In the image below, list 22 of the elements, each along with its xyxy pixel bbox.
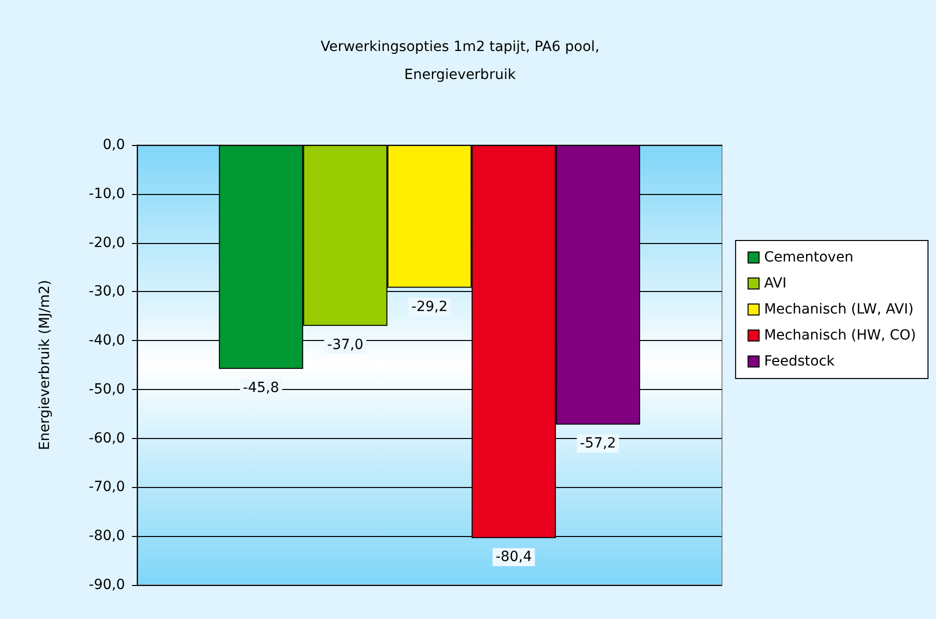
- chart-title: Verwerkingsopties 1m2 tapijt, PA6 pool, Energieverbruik: [320, 39, 600, 83]
- data-label: -57,2: [580, 436, 616, 452]
- y-tick-label: -10,0: [88, 186, 125, 202]
- data-label: -29,2: [411, 298, 448, 315]
- legend-label: Mechanisch (HW, CO): [764, 328, 916, 344]
- legend-label: AVI: [764, 276, 786, 292]
- legend-label: Mechanisch (LW, AVI): [764, 302, 914, 318]
- data-label: -80,4: [496, 549, 532, 566]
- y-axis-title: Energieverbruik (MJ/m2): [37, 280, 53, 450]
- data-label: -45,8: [242, 380, 280, 396]
- y-tick-label: 0,0: [102, 137, 125, 153]
- y-tick-label: -70,0: [88, 479, 125, 496]
- legend-label: Feedstock: [764, 354, 836, 370]
- data-label: -37,0: [327, 336, 364, 353]
- y-tick-label: -50,0: [88, 381, 125, 398]
- legend-label: Cementoven: [764, 250, 854, 266]
- y-tick-label: -30,0: [88, 284, 125, 300]
- y-tick-label: -60,0: [88, 430, 125, 446]
- y-tick-label: -20,0: [88, 234, 125, 251]
- y-tick-label: -40,0: [88, 332, 125, 349]
- y-tick-label: -80,0: [88, 528, 125, 544]
- y-tick-label: -90,0: [88, 577, 125, 593]
